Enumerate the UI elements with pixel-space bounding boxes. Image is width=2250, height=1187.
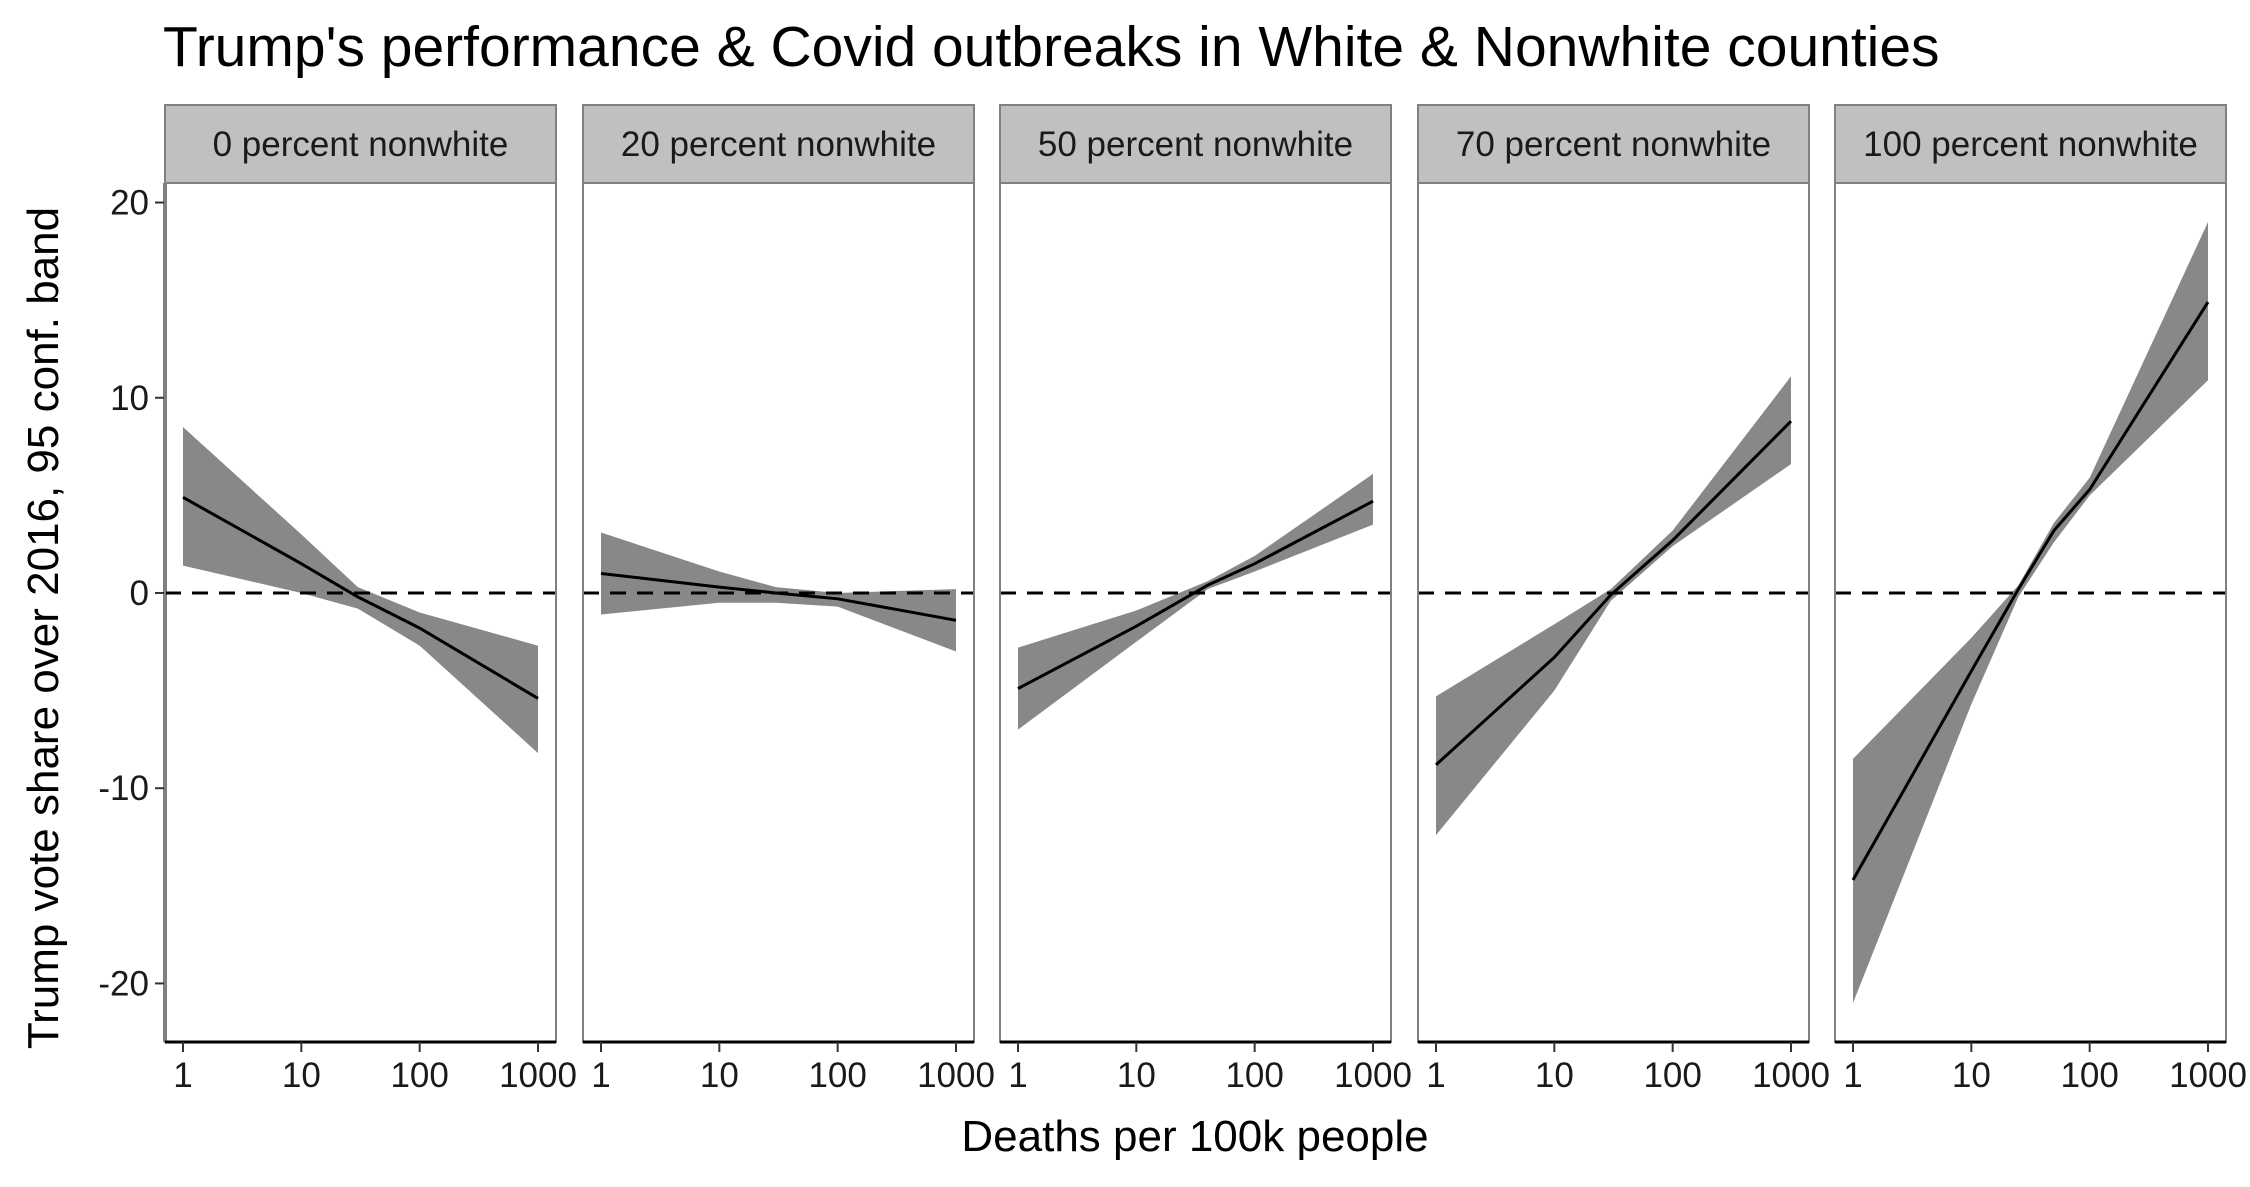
x-tick-label: 100 [390, 1056, 448, 1095]
fitted-line [1434, 420, 1793, 766]
x-tick-label: 1000 [917, 1056, 995, 1095]
x-tick-label: 1 [173, 1056, 192, 1095]
x-tick-label: 10 [1952, 1056, 1991, 1095]
x-tick-label: 1000 [2169, 1056, 2247, 1095]
y-axis-title: Trump vote share over 2016, 95 conf. ban… [19, 207, 68, 1049]
y-tick-label: -20 [98, 964, 149, 1003]
facet-strip-label: 20 percent nonwhite [621, 125, 936, 164]
facet-strip-label: 100 percent nonwhite [1863, 125, 2198, 164]
y-tick-label: -10 [98, 769, 149, 808]
y-axis: -20 -10 0 10 20 [98, 183, 167, 1042]
facet-strip [999, 104, 1392, 184]
x-tick-label: 10 [282, 1056, 321, 1095]
x-tick-label: 1000 [1752, 1056, 1830, 1095]
x-tick-label: 1 [1008, 1056, 1027, 1095]
y-tick-label: 20 [110, 184, 149, 223]
confidence-band [1018, 473, 1373, 730]
fitted-line [600, 572, 957, 622]
x-tick-label: 1000 [499, 1056, 577, 1095]
fitted-line [1017, 499, 1374, 690]
facet-strip-label: 0 percent nonwhite [213, 125, 509, 164]
x-tick-label: 1 [1843, 1056, 1862, 1095]
x-tick-label: 1 [1426, 1056, 1445, 1095]
confidence-band [1436, 376, 1791, 836]
facet-strip [1834, 104, 2227, 184]
facet-panel: 20 percent nonwhite 1 10 100 1000 [582, 104, 995, 1095]
facet-panel: 50 percent nonwhite 1 10 100 1000 [999, 104, 1412, 1095]
x-tick-label: 100 [1225, 1056, 1283, 1095]
chart-title: Trump's performance & Covid outbreaks in… [163, 15, 1940, 79]
x-tick-label: 100 [808, 1056, 866, 1095]
confidence-band [1853, 222, 2208, 1003]
x-tick-label: 1000 [1334, 1056, 1412, 1095]
x-tick-label: 10 [700, 1056, 739, 1095]
x-tick-label: 10 [1535, 1056, 1574, 1095]
x-tick-label: 100 [2060, 1056, 2118, 1095]
facet-panel: 70 percent nonwhite 1 10 100 1000 [1417, 104, 1830, 1095]
panel-border [164, 182, 557, 1043]
fitted-line [182, 495, 539, 700]
y-tick-label: 10 [110, 379, 149, 418]
facet-panel: 0 percent nonwhite 1 10 100 1000 [164, 104, 577, 1095]
x-tick-label: 10 [1117, 1056, 1156, 1095]
facet-strip-label: 50 percent nonwhite [1038, 125, 1353, 164]
confidence-band [183, 427, 538, 754]
y-tick-label: 0 [130, 574, 149, 613]
facet-strip-label: 70 percent nonwhite [1456, 125, 1771, 164]
x-tick-label: 100 [1643, 1056, 1701, 1095]
facet-strip [582, 104, 975, 184]
x-axis-title: Deaths per 100k people [961, 1112, 1428, 1161]
facet-strip [1417, 104, 1810, 184]
facet-panel: 100 percent nonwhite 1 10 100 1000 [1834, 104, 2247, 1095]
x-tick-label: 1 [591, 1056, 610, 1095]
fitted-line [1851, 301, 2210, 881]
panel-border [1417, 182, 1810, 1043]
panel-border [999, 182, 1392, 1043]
